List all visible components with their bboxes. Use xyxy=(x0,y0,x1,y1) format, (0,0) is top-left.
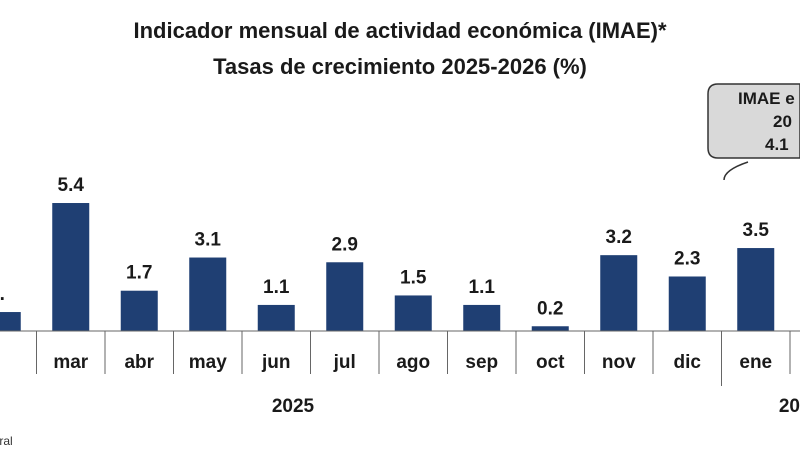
year-label: 2025 xyxy=(272,396,315,417)
bar-jun xyxy=(257,304,295,331)
chart-subtitle: Tasas de crecimiento 2025-2026 (%) xyxy=(213,54,587,79)
callout-box: IMAE e 20 4.1 xyxy=(707,83,800,181)
bar-mar xyxy=(52,203,90,331)
data-label: 1.1 xyxy=(469,277,496,298)
data-label: 5.4 xyxy=(58,175,85,196)
data-label: . xyxy=(0,284,5,305)
category-axis: marabrmayjunjulagosepoctnovdicenefe20252… xyxy=(0,330,800,417)
bar-jul xyxy=(326,262,364,331)
category-label: jun xyxy=(261,352,291,373)
data-label: 1.5 xyxy=(400,267,427,288)
callout-pointer xyxy=(723,161,749,181)
source-fragment: tral xyxy=(0,434,13,448)
bar-sep xyxy=(463,304,501,331)
category-label: dic xyxy=(674,352,702,373)
category-label: oct xyxy=(536,352,565,373)
chart-title: Indicador mensual de actividad económica… xyxy=(133,18,667,43)
callout-shape xyxy=(707,83,800,159)
bars-layer xyxy=(0,203,775,331)
data-label: 2.9 xyxy=(332,234,358,255)
bar-nov xyxy=(600,255,638,331)
bar-ene xyxy=(737,248,775,331)
category-label: may xyxy=(189,352,227,373)
callout-text-line: 4.1 xyxy=(765,135,789,154)
category-label: jul xyxy=(333,352,356,373)
data-label: 1.7 xyxy=(126,263,152,284)
year-label: 20 xyxy=(779,396,800,417)
data-label: 3.1 xyxy=(195,230,222,251)
data-label: 2.3 xyxy=(674,248,700,269)
bar-abr xyxy=(120,290,158,331)
bar-oct xyxy=(531,326,569,331)
callout-text-line: 20 xyxy=(773,112,792,131)
bar-may xyxy=(189,257,227,331)
category-label: ago xyxy=(396,352,430,373)
category-label: abr xyxy=(124,352,154,373)
bar-ago xyxy=(394,295,432,331)
bar-dic xyxy=(668,276,706,331)
data-label: 1.1 xyxy=(263,277,290,298)
data-label: 3.5 xyxy=(743,220,770,241)
category-label: nov xyxy=(602,352,636,373)
category-label: ene xyxy=(739,352,772,373)
data-label: 3.2 xyxy=(606,227,632,248)
category-label: sep xyxy=(465,352,498,373)
callout-text-line: IMAE e xyxy=(738,89,795,108)
category-label: mar xyxy=(53,352,88,373)
bar-partial xyxy=(0,312,21,331)
data-labels-layer: .5.41.73.11.12.91.51.10.23.22.33.53 xyxy=(0,175,770,319)
data-label: 0.2 xyxy=(537,298,563,319)
